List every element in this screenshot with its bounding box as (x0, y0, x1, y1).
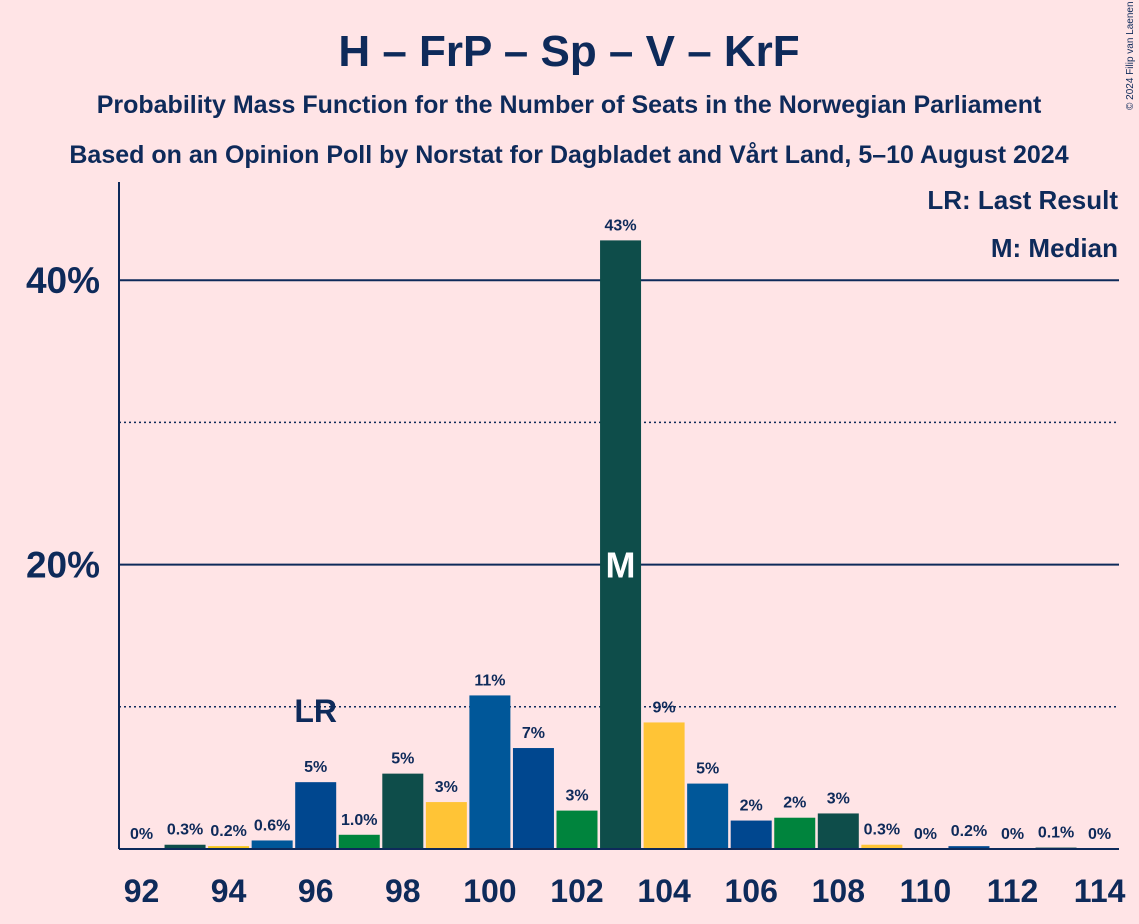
copyright: © 2024 Filip van Laenen (1125, 1, 1136, 110)
bar-99 (425, 802, 467, 849)
data-label-105: 5% (696, 761, 719, 778)
x-tick-label: 100 (463, 873, 516, 909)
x-tick-label: 94 (211, 873, 247, 909)
data-label-106: 2% (740, 798, 763, 815)
bar-98 (382, 773, 424, 849)
x-tick-label: 106 (725, 873, 778, 909)
bars (164, 240, 1077, 849)
bar-107 (774, 817, 816, 849)
bar-106 (730, 820, 772, 849)
data-label-111: 0.2% (951, 823, 987, 840)
data-label-104: 9% (653, 699, 676, 716)
y-tick-label: 40% (26, 260, 100, 301)
bar-100 (469, 695, 511, 849)
bar-97 (338, 834, 380, 849)
data-label-109: 0.3% (864, 822, 900, 839)
bar-109 (861, 844, 903, 849)
data-label-102: 3% (565, 788, 588, 805)
data-label-98: 5% (391, 751, 414, 768)
bar-105 (687, 783, 729, 849)
data-label-108: 3% (827, 790, 850, 807)
legend-median: M: Median (991, 233, 1118, 263)
x-tick-label: 108 (812, 873, 865, 909)
x-tick-label: 110 (900, 873, 952, 909)
legend-last-result: LR: Last Result (927, 185, 1118, 215)
median-marker: M (606, 545, 636, 586)
data-label-93: 0.3% (167, 822, 203, 839)
x-tick-label: 112 (987, 873, 1039, 909)
x-tick-label: 98 (385, 873, 421, 909)
data-label-101: 7% (522, 725, 545, 742)
chart-title: H – FrP – Sp – V – KrF (338, 27, 799, 76)
data-label-97: 1.0% (341, 812, 377, 829)
x-tick-label: 114 (1074, 873, 1126, 909)
data-label-112: 0% (1001, 826, 1024, 843)
data-label-94: 0.2% (210, 823, 246, 840)
data-label-95: 0.6% (254, 817, 290, 834)
y-tick-labels: 20% 40% (26, 260, 100, 585)
x-tick-label: 102 (550, 873, 603, 909)
y-tick-label: 20% (26, 545, 100, 586)
bar-111 (948, 846, 990, 849)
data-label-110: 0% (914, 826, 937, 843)
data-label-92: 0% (130, 826, 153, 843)
bar-102 (556, 810, 598, 849)
chart-subtitle-2: Based on an Opinion Poll by Norstat for … (69, 141, 1068, 169)
data-label-113: 0.1% (1038, 825, 1074, 842)
data-label-103: 43% (605, 217, 637, 234)
bar-96 (295, 782, 337, 849)
data-label-114: 0% (1088, 826, 1111, 843)
x-tick-labels: 92 94 96 98 100 102 104 106 108 110 112 114 (124, 873, 1126, 909)
x-tick-label: 104 (637, 873, 691, 909)
data-label-107: 2% (783, 795, 806, 812)
data-label-99: 3% (435, 779, 458, 796)
x-tick-label: 96 (298, 873, 334, 909)
data-label-100: 11% (474, 672, 505, 689)
bar-95 (251, 840, 293, 849)
x-tick-label: 92 (124, 873, 160, 909)
markers: LR M (294, 545, 635, 730)
chart-subtitle-1: Probability Mass Function for the Number… (97, 91, 1042, 119)
data-labels: 0% 0.3% 0.2% 0.6% 5% 1.0% 5% 3% 11% 7% 3% 43% 9% 5% 2%… (130, 217, 1111, 843)
bar-93 (164, 844, 206, 849)
data-label-96: 5% (304, 759, 327, 776)
last-result-marker: LR (294, 693, 337, 729)
bar-104 (643, 722, 685, 849)
bar-103 (600, 240, 642, 849)
bar-101 (512, 748, 554, 849)
bar-108 (817, 813, 859, 849)
bar-94 (208, 846, 250, 849)
